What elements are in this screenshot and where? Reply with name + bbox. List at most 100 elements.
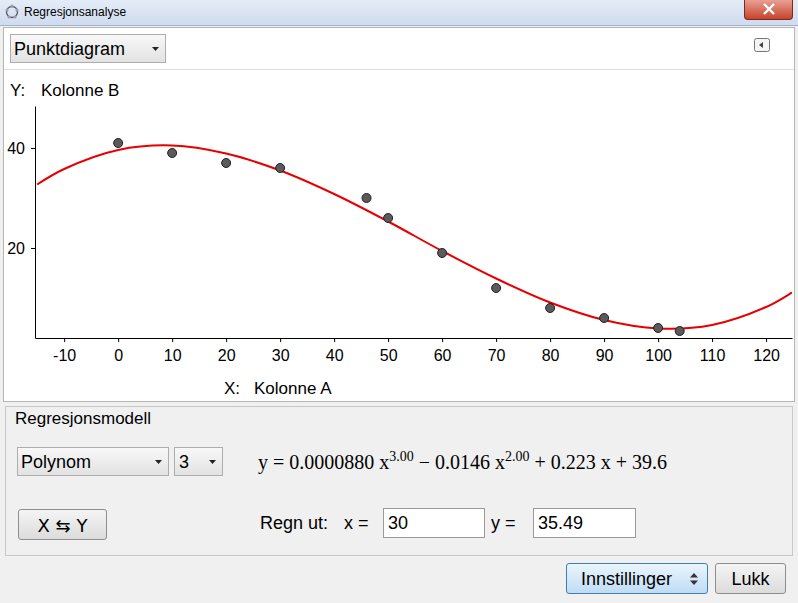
x-axis-tick-label: 70	[488, 347, 506, 364]
x-axis-tick-mark	[658, 338, 659, 342]
x-axis-tick-label: -10	[53, 347, 76, 364]
x-axis-label: Kolonne A	[254, 379, 332, 398]
x-axis-tick-mark	[118, 338, 119, 342]
toolbar-separator	[4, 69, 794, 70]
degree-label: 3	[179, 452, 189, 473]
icon-dot	[10, 4, 13, 7]
title-bar: Regresjonsanalyse	[0, 0, 798, 26]
y-axis-tick-label: 40	[7, 140, 25, 157]
arrow-shape	[155, 460, 162, 464]
x-axis-tick: 30	[272, 338, 290, 364]
y-axis-tick: 40	[7, 140, 35, 157]
evaluate-x-input[interactable]: 30	[383, 508, 485, 538]
dropdown-arrow	[208, 458, 218, 466]
x-axis-tick-mark	[712, 338, 713, 342]
x-axis-tick-label: 80	[542, 347, 560, 364]
equation-exponent: 2.00	[505, 449, 530, 464]
close-dialog-label: Lukk	[716, 569, 785, 590]
equation-exponent: 3.00	[389, 449, 414, 464]
x-axis-line	[36, 338, 793, 339]
x-axis-tick: 10	[164, 338, 182, 364]
data-point	[168, 149, 177, 158]
chart: -1001020304050607080901001101202040Y:Kol…	[0, 0, 798, 402]
x-axis-tick: 70	[488, 338, 506, 364]
data-point	[546, 304, 555, 313]
swap-xy-button[interactable]: X ⇆ Y	[18, 509, 107, 540]
x-axis-tick-mark	[172, 338, 173, 342]
data-point	[276, 164, 285, 173]
scatter-points	[114, 139, 685, 336]
equation-term: + 0.223 x + 39.6	[530, 451, 668, 473]
dropdown-arrow	[151, 45, 161, 53]
x-axis-tick-label: 90	[596, 347, 614, 364]
window-icon	[4, 4, 20, 20]
data-point	[600, 314, 609, 323]
y-axis: 2040	[7, 107, 35, 339]
x-axis-tick: 50	[380, 338, 398, 364]
evaluate-y-output: 35.49	[533, 508, 636, 538]
settings-label: Innstillinger	[581, 569, 672, 590]
icon-dot	[5, 8, 8, 11]
x-axis-tick-label: 100	[645, 347, 672, 364]
x-axis-tick: 90	[596, 338, 614, 364]
data-point	[114, 139, 123, 148]
evaluate-x-value: 30	[388, 513, 408, 534]
close-icon	[762, 3, 776, 15]
swap-xy-label: X ⇆ Y	[19, 515, 106, 536]
toggle-arrow	[759, 42, 763, 48]
x-axis-tick-label: 10	[164, 347, 182, 364]
x-axis-tick-mark	[442, 338, 443, 342]
plot-area	[37, 139, 792, 336]
y-axis-title: Y:Kolonne B	[10, 81, 119, 100]
x-axis-tick-mark	[280, 338, 281, 342]
dropdown-arrow	[154, 458, 164, 466]
arrow-up	[690, 573, 698, 578]
data-point	[222, 159, 231, 168]
settings-button[interactable]: Innstillinger	[566, 563, 708, 594]
icon-dot	[7, 15, 10, 18]
model-dropdown[interactable]: Polynom	[17, 447, 169, 476]
icon-dot	[15, 8, 18, 11]
x-axis-tick-label: 0	[114, 347, 123, 364]
settings-arrows	[690, 573, 698, 585]
x-axis-tick: 110	[700, 338, 726, 364]
x-axis-tick-mark	[496, 338, 497, 342]
data-point	[438, 249, 447, 258]
x-axis-tick-label: 120	[753, 347, 780, 364]
plot-type-dropdown[interactable]: Punktdiagram	[10, 34, 166, 63]
x-axis-tick: 80	[542, 338, 560, 364]
plot-type-label: Punktdiagram	[14, 39, 125, 60]
degree-dropdown[interactable]: 3	[174, 447, 223, 476]
x-axis-tick-mark	[604, 338, 605, 342]
equation-text: y = 0.0000880 x3.00 − 0.0146 x2.00 + 0.2…	[258, 449, 667, 474]
x-axis-tick-mark	[64, 338, 65, 342]
data-point	[654, 324, 663, 333]
regression-equation: y = 0.0000880 x3.00 − 0.0146 x2.00 + 0.2…	[255, 444, 795, 480]
regression-curve	[37, 145, 792, 328]
close-dialog-button[interactable]: Lukk	[715, 563, 786, 594]
x-axis-tick: 120	[753, 338, 780, 364]
x-axis-prefix: X:	[224, 379, 240, 398]
evaluate-y-value: 35.49	[538, 513, 583, 534]
x-axis-tick: 60	[434, 338, 452, 364]
x-axis-tick: 20	[218, 338, 236, 364]
panel-toggle-icon[interactable]	[754, 38, 770, 52]
x-axis-title: X: Kolonne A	[224, 379, 332, 398]
x-axis-tick-mark	[550, 338, 551, 342]
equation-term: y = 0.0000880 x	[258, 451, 389, 474]
toggle-frame	[755, 39, 770, 52]
y-axis-tick-label: 20	[7, 240, 25, 257]
close-button[interactable]	[744, 0, 793, 20]
evaluate-label: Regn ut:	[260, 513, 328, 534]
x-axis-tick: 40	[326, 338, 344, 364]
x-axis-tick-label: 110	[700, 347, 726, 364]
x-axis-tick-label: 60	[434, 347, 452, 364]
x-axis-tick-label: 30	[272, 347, 290, 364]
arrow-shape	[209, 460, 216, 464]
data-point	[362, 194, 371, 203]
app-window: Regresjonsanalyse Punktdiagram -10 0 10 20 30 4…	[0, 0, 798, 603]
x-axis-tick: -10	[53, 338, 76, 364]
window-title: Regresjonsanalyse	[24, 5, 126, 19]
y-axis-tick-mark	[31, 248, 35, 249]
x-axis-tick-mark	[334, 338, 335, 342]
